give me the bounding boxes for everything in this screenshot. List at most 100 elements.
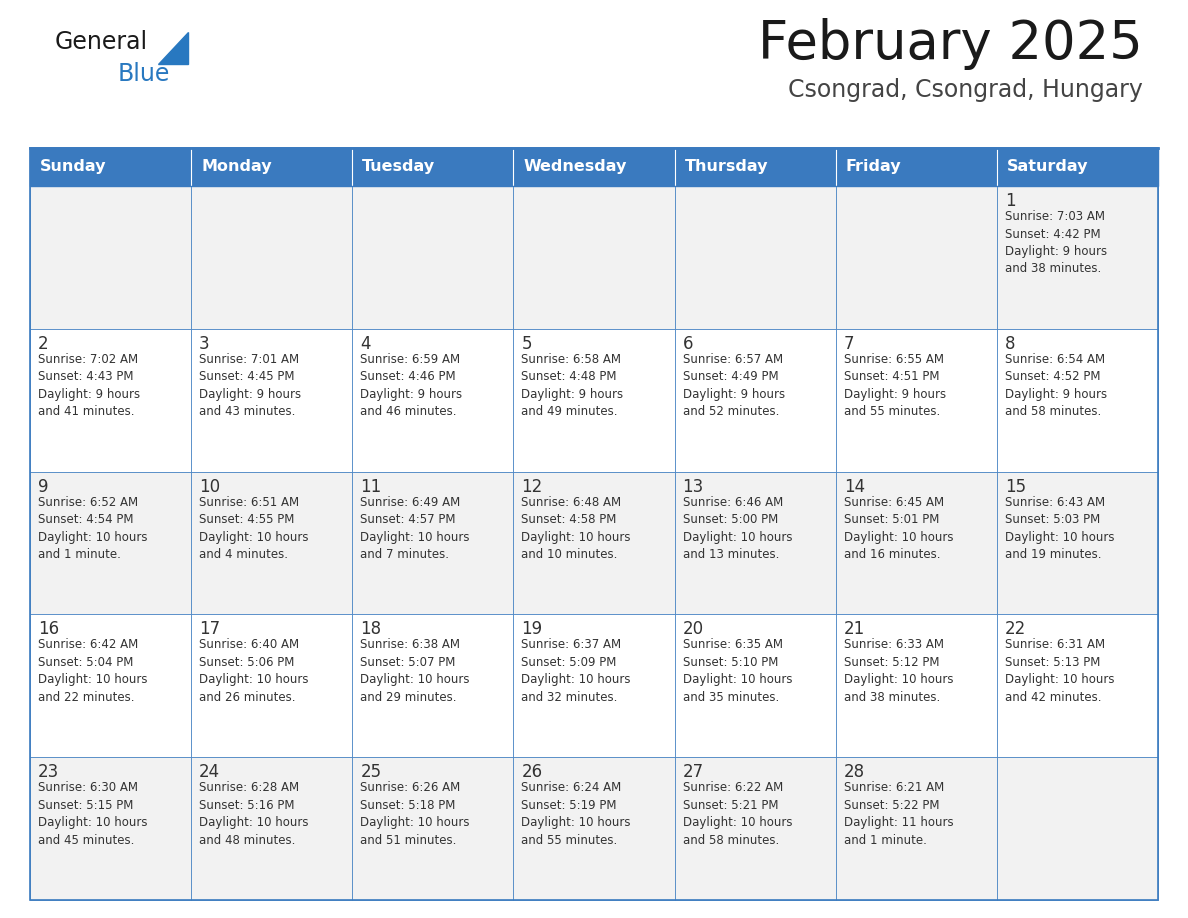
Bar <box>835 329 997 472</box>
Text: Sunday: Sunday <box>40 160 107 174</box>
Text: Sunrise: 6:57 AM
Sunset: 4:49 PM
Daylight: 9 hours
and 52 minutes.: Sunrise: 6:57 AM Sunset: 4:49 PM Dayligh… <box>683 353 785 419</box>
Bar <box>30 757 191 900</box>
Text: 3: 3 <box>200 335 210 353</box>
Text: Friday: Friday <box>846 160 902 174</box>
Text: Sunrise: 6:55 AM
Sunset: 4:51 PM
Daylight: 9 hours
and 55 minutes.: Sunrise: 6:55 AM Sunset: 4:51 PM Dayligh… <box>843 353 946 419</box>
Bar <box>997 148 1158 186</box>
Text: 2: 2 <box>38 335 49 353</box>
Bar <box>997 472 1158 614</box>
Text: 5: 5 <box>522 335 532 353</box>
Text: Sunrise: 7:03 AM
Sunset: 4:42 PM
Daylight: 9 hours
and 38 minutes.: Sunrise: 7:03 AM Sunset: 4:42 PM Dayligh… <box>1005 210 1107 275</box>
Text: 28: 28 <box>843 763 865 781</box>
Text: 7: 7 <box>843 335 854 353</box>
Bar <box>835 472 997 614</box>
Text: 18: 18 <box>360 621 381 638</box>
Bar <box>513 148 675 186</box>
Text: Sunrise: 6:37 AM
Sunset: 5:09 PM
Daylight: 10 hours
and 32 minutes.: Sunrise: 6:37 AM Sunset: 5:09 PM Dayligh… <box>522 638 631 704</box>
Text: Sunrise: 6:28 AM
Sunset: 5:16 PM
Daylight: 10 hours
and 48 minutes.: Sunrise: 6:28 AM Sunset: 5:16 PM Dayligh… <box>200 781 309 846</box>
Bar <box>997 614 1158 757</box>
Bar <box>675 186 835 329</box>
Text: Wednesday: Wednesday <box>524 160 627 174</box>
Text: Tuesday: Tuesday <box>362 160 436 174</box>
Text: 16: 16 <box>38 621 59 638</box>
Bar <box>353 614 513 757</box>
Text: Sunrise: 6:35 AM
Sunset: 5:10 PM
Daylight: 10 hours
and 35 minutes.: Sunrise: 6:35 AM Sunset: 5:10 PM Dayligh… <box>683 638 792 704</box>
Text: Blue: Blue <box>118 62 170 86</box>
Bar <box>513 614 675 757</box>
Text: Sunrise: 6:45 AM
Sunset: 5:01 PM
Daylight: 10 hours
and 16 minutes.: Sunrise: 6:45 AM Sunset: 5:01 PM Dayligh… <box>843 496 953 561</box>
Text: 13: 13 <box>683 477 703 496</box>
Text: 27: 27 <box>683 763 703 781</box>
Text: 10: 10 <box>200 477 220 496</box>
Text: 20: 20 <box>683 621 703 638</box>
Bar <box>353 472 513 614</box>
Text: Sunrise: 6:42 AM
Sunset: 5:04 PM
Daylight: 10 hours
and 22 minutes.: Sunrise: 6:42 AM Sunset: 5:04 PM Dayligh… <box>38 638 147 704</box>
Text: 25: 25 <box>360 763 381 781</box>
Bar <box>30 148 1158 900</box>
Text: Sunrise: 6:59 AM
Sunset: 4:46 PM
Daylight: 9 hours
and 46 minutes.: Sunrise: 6:59 AM Sunset: 4:46 PM Dayligh… <box>360 353 462 419</box>
Text: Sunrise: 6:48 AM
Sunset: 4:58 PM
Daylight: 10 hours
and 10 minutes.: Sunrise: 6:48 AM Sunset: 4:58 PM Dayligh… <box>522 496 631 561</box>
Text: Sunrise: 6:58 AM
Sunset: 4:48 PM
Daylight: 9 hours
and 49 minutes.: Sunrise: 6:58 AM Sunset: 4:48 PM Dayligh… <box>522 353 624 419</box>
Bar <box>997 186 1158 329</box>
Bar <box>513 472 675 614</box>
Bar <box>353 757 513 900</box>
Bar <box>675 472 835 614</box>
Text: 24: 24 <box>200 763 220 781</box>
Text: 6: 6 <box>683 335 693 353</box>
Bar <box>675 614 835 757</box>
Text: Sunrise: 7:02 AM
Sunset: 4:43 PM
Daylight: 9 hours
and 41 minutes.: Sunrise: 7:02 AM Sunset: 4:43 PM Dayligh… <box>38 353 140 419</box>
Text: 8: 8 <box>1005 335 1016 353</box>
Bar <box>997 757 1158 900</box>
Bar <box>30 186 191 329</box>
Text: Sunrise: 6:30 AM
Sunset: 5:15 PM
Daylight: 10 hours
and 45 minutes.: Sunrise: 6:30 AM Sunset: 5:15 PM Dayligh… <box>38 781 147 846</box>
Text: Sunrise: 6:33 AM
Sunset: 5:12 PM
Daylight: 10 hours
and 38 minutes.: Sunrise: 6:33 AM Sunset: 5:12 PM Dayligh… <box>843 638 953 704</box>
Text: Sunrise: 6:38 AM
Sunset: 5:07 PM
Daylight: 10 hours
and 29 minutes.: Sunrise: 6:38 AM Sunset: 5:07 PM Dayligh… <box>360 638 469 704</box>
Text: 12: 12 <box>522 477 543 496</box>
Bar <box>513 329 675 472</box>
Text: Sunrise: 6:22 AM
Sunset: 5:21 PM
Daylight: 10 hours
and 58 minutes.: Sunrise: 6:22 AM Sunset: 5:21 PM Dayligh… <box>683 781 792 846</box>
Bar <box>30 472 191 614</box>
Text: 21: 21 <box>843 621 865 638</box>
Text: 11: 11 <box>360 477 381 496</box>
Text: 17: 17 <box>200 621 220 638</box>
Polygon shape <box>158 32 188 64</box>
Text: Sunrise: 6:52 AM
Sunset: 4:54 PM
Daylight: 10 hours
and 1 minute.: Sunrise: 6:52 AM Sunset: 4:54 PM Dayligh… <box>38 496 147 561</box>
Text: Sunrise: 6:31 AM
Sunset: 5:13 PM
Daylight: 10 hours
and 42 minutes.: Sunrise: 6:31 AM Sunset: 5:13 PM Dayligh… <box>1005 638 1114 704</box>
Text: Sunrise: 6:49 AM
Sunset: 4:57 PM
Daylight: 10 hours
and 7 minutes.: Sunrise: 6:49 AM Sunset: 4:57 PM Dayligh… <box>360 496 469 561</box>
Text: Saturday: Saturday <box>1007 160 1088 174</box>
Text: General: General <box>55 30 148 54</box>
Bar <box>513 757 675 900</box>
Bar <box>835 757 997 900</box>
Bar <box>191 148 353 186</box>
Bar <box>835 614 997 757</box>
Bar <box>191 757 353 900</box>
Text: Sunrise: 6:51 AM
Sunset: 4:55 PM
Daylight: 10 hours
and 4 minutes.: Sunrise: 6:51 AM Sunset: 4:55 PM Dayligh… <box>200 496 309 561</box>
Bar <box>191 614 353 757</box>
Bar <box>675 329 835 472</box>
Bar <box>353 329 513 472</box>
Text: 23: 23 <box>38 763 59 781</box>
Bar <box>513 186 675 329</box>
Text: Csongrad, Csongrad, Hungary: Csongrad, Csongrad, Hungary <box>788 78 1143 102</box>
Bar <box>675 757 835 900</box>
Text: Sunrise: 6:24 AM
Sunset: 5:19 PM
Daylight: 10 hours
and 55 minutes.: Sunrise: 6:24 AM Sunset: 5:19 PM Dayligh… <box>522 781 631 846</box>
Text: February 2025: February 2025 <box>758 18 1143 70</box>
Bar <box>191 186 353 329</box>
Text: Monday: Monday <box>201 160 272 174</box>
Text: Sunrise: 6:40 AM
Sunset: 5:06 PM
Daylight: 10 hours
and 26 minutes.: Sunrise: 6:40 AM Sunset: 5:06 PM Dayligh… <box>200 638 309 704</box>
Text: Sunrise: 6:54 AM
Sunset: 4:52 PM
Daylight: 9 hours
and 58 minutes.: Sunrise: 6:54 AM Sunset: 4:52 PM Dayligh… <box>1005 353 1107 419</box>
Text: 22: 22 <box>1005 621 1026 638</box>
Text: 9: 9 <box>38 477 49 496</box>
Bar <box>30 614 191 757</box>
Text: Sunrise: 6:21 AM
Sunset: 5:22 PM
Daylight: 11 hours
and 1 minute.: Sunrise: 6:21 AM Sunset: 5:22 PM Dayligh… <box>843 781 953 846</box>
Text: 15: 15 <box>1005 477 1026 496</box>
Bar <box>353 148 513 186</box>
Text: 26: 26 <box>522 763 543 781</box>
Bar <box>675 148 835 186</box>
Bar <box>997 329 1158 472</box>
Text: Sunrise: 6:46 AM
Sunset: 5:00 PM
Daylight: 10 hours
and 13 minutes.: Sunrise: 6:46 AM Sunset: 5:00 PM Dayligh… <box>683 496 792 561</box>
Bar <box>30 148 1158 186</box>
Bar <box>835 148 997 186</box>
Text: Sunrise: 6:43 AM
Sunset: 5:03 PM
Daylight: 10 hours
and 19 minutes.: Sunrise: 6:43 AM Sunset: 5:03 PM Dayligh… <box>1005 496 1114 561</box>
Text: Sunrise: 7:01 AM
Sunset: 4:45 PM
Daylight: 9 hours
and 43 minutes.: Sunrise: 7:01 AM Sunset: 4:45 PM Dayligh… <box>200 353 302 419</box>
